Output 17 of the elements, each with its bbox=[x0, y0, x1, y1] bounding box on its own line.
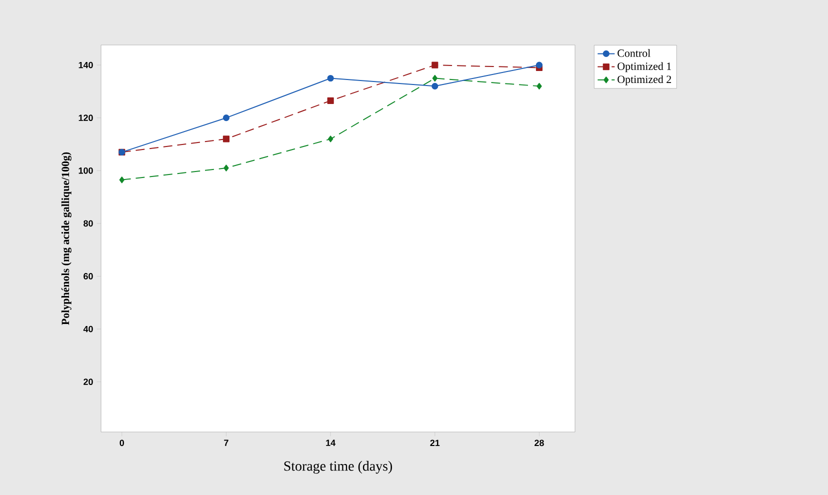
x-tick-label: 7 bbox=[224, 440, 228, 446]
x-tick-label: 0 bbox=[120, 440, 124, 446]
y-tick-label: 120 bbox=[78, 114, 93, 122]
y-tick-label: 20 bbox=[84, 378, 93, 386]
x-tick-label: 14 bbox=[326, 440, 336, 446]
y-tick-label: 40 bbox=[83, 326, 93, 332]
legend-label: Optimized 1 bbox=[618, 62, 671, 72]
y-tick-label: 100 bbox=[78, 167, 93, 174]
y-tick-label: 60 bbox=[84, 273, 93, 280]
legend-label: Optimized 2 bbox=[618, 75, 672, 86]
y-tick-label: 80 bbox=[84, 220, 93, 227]
legend-label: Control bbox=[618, 49, 650, 57]
x-tick-label: 28 bbox=[534, 440, 544, 446]
y-tick-label: 140 bbox=[78, 62, 93, 68]
x-tick-label: 21 bbox=[430, 440, 440, 446]
y-axis-title: Polyphénols (mg acide gallique/100g) bbox=[61, 152, 72, 325]
x-axis-title: Storage time (days) bbox=[284, 460, 392, 474]
